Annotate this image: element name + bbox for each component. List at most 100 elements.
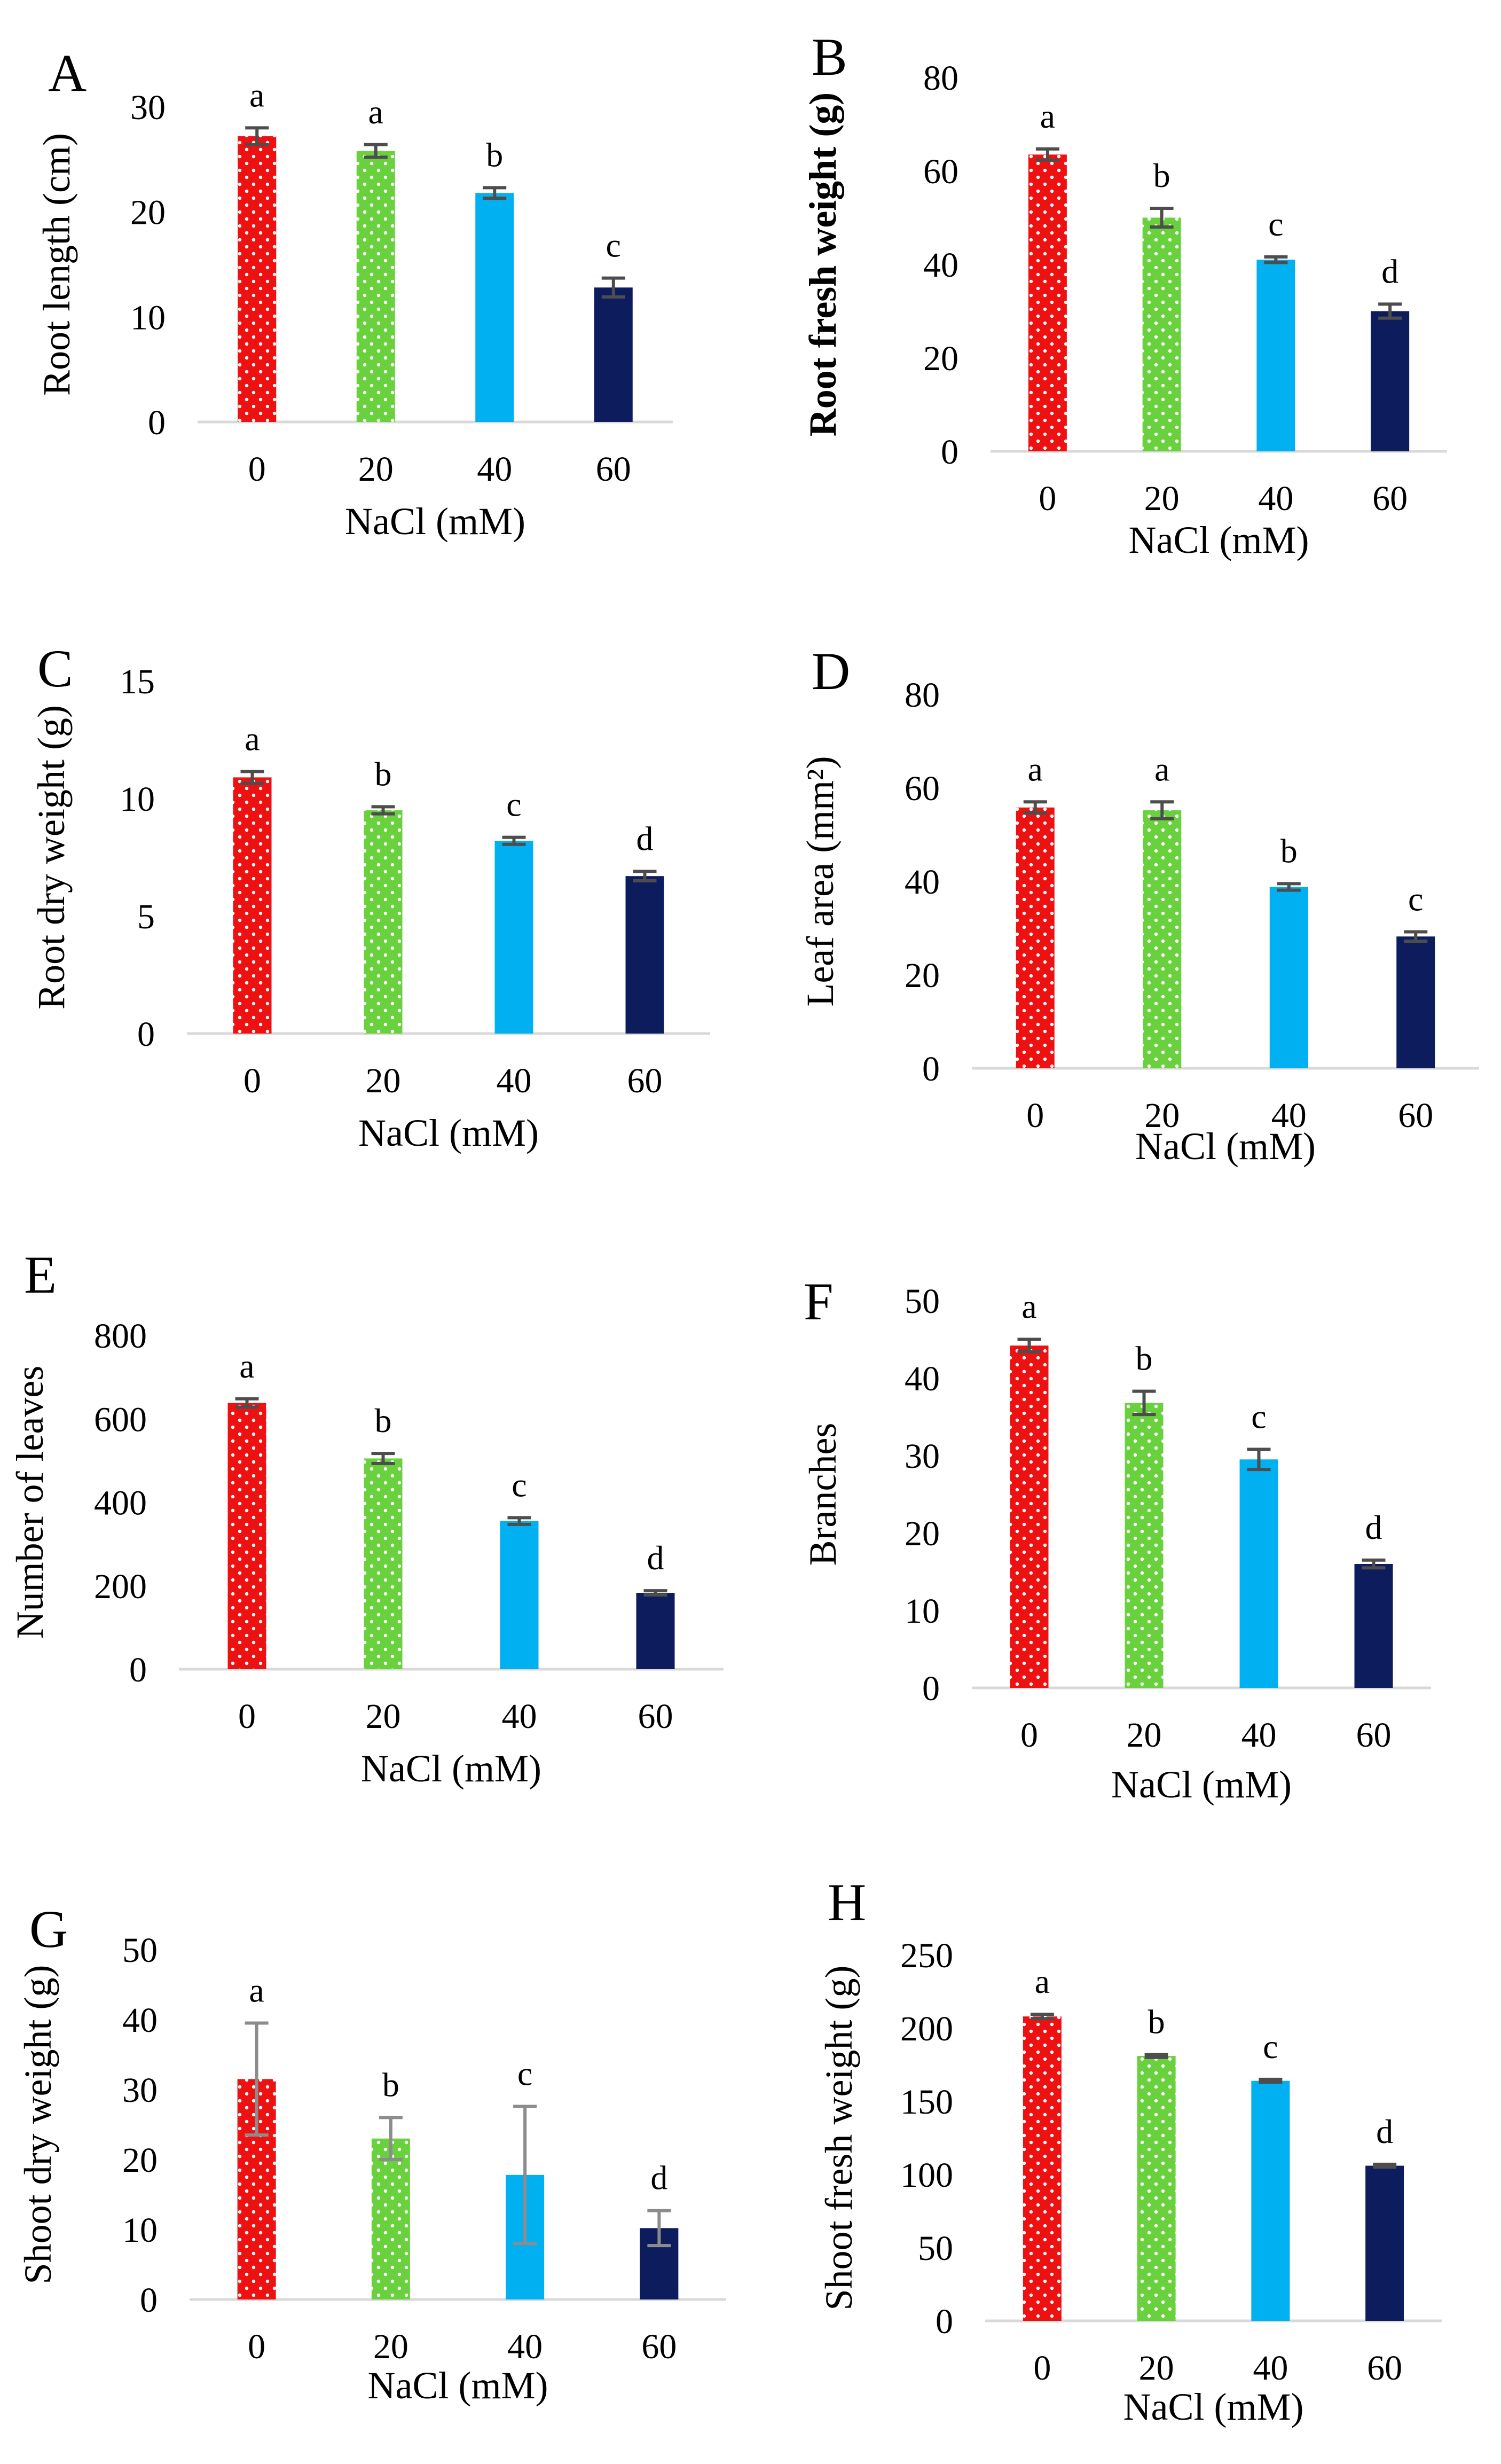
y-tick-label-g-0: 0: [140, 2281, 158, 2320]
bar-f-0: [1010, 1346, 1049, 1688]
sig-letter-f-60: d: [1365, 1508, 1382, 1546]
error-bar-e-40: [507, 1516, 531, 1526]
error-bar-b-20: [1150, 207, 1174, 229]
chart-panel-e: E 0 200 400 600 800 a 0 b 20 c 40 d 60 NaCl (mM) Number…: [9, 1245, 724, 1790]
error-bar-h-20: [1144, 2053, 1168, 2059]
bar-a-60: [594, 287, 633, 422]
error-bar-c-40: [502, 835, 526, 846]
x-tick-label-g-40: 40: [507, 2327, 543, 2366]
error-bar-b-0: [1035, 147, 1059, 162]
sig-letter-b-0: a: [1040, 97, 1055, 135]
bar-g-20: [371, 2138, 410, 2299]
error-bar-e-20: [371, 1452, 395, 1465]
bar-c-20: [364, 810, 403, 1034]
error-bar-d-60: [1404, 930, 1428, 943]
x-tick-label-b-20: 20: [1144, 479, 1180, 518]
y-tick-label-f-0: 0: [922, 1669, 940, 1708]
bar-e-40: [500, 1521, 539, 1669]
error-bar-e-60: [643, 1589, 667, 1597]
x-tick-label-g-20: 20: [373, 2327, 408, 2366]
bar-d-20: [1143, 810, 1182, 1068]
y-axis-title-g: Shoot dry weight (g): [17, 1965, 59, 2285]
y-tick-label-b-0: 0: [941, 433, 958, 472]
chart-panel-d: D 0 20 40 60 80 a 0 a 20 b 40 c 60 NaCl (mM) Leaf area …: [799, 642, 1479, 1168]
y-tick-label-b-2: 40: [923, 246, 958, 285]
chart-panel-h: H 0 50 100 150 200 250 a 0 b 20 c 40 d 60 NaCl (mM) Shoo…: [818, 1873, 1442, 2428]
sig-letter-f-20: b: [1136, 1340, 1153, 1378]
bar-c-40: [494, 841, 533, 1034]
x-tick-label-b-40: 40: [1258, 479, 1293, 518]
y-tick-label-h-1: 50: [918, 2229, 953, 2268]
bar-e-60: [636, 1593, 675, 1669]
y-tick-label-f-3: 30: [905, 1437, 940, 1476]
y-tick-label-e-4: 800: [94, 1317, 147, 1356]
y-tick-label-f-1: 10: [905, 1592, 940, 1631]
y-tick-label-b-4: 80: [923, 59, 958, 98]
sig-letter-h-40: c: [1263, 2028, 1278, 2066]
error-bar-d-20: [1150, 800, 1174, 820]
sig-letter-f-40: c: [1251, 1397, 1266, 1435]
y-tick-label-a-3: 30: [130, 88, 166, 127]
x-tick-label-c-60: 60: [627, 1061, 663, 1100]
x-axis-title-b: NaCl (mM): [1129, 519, 1309, 561]
chart-panel-f: F 0 10 20 30 40 50 a 0 b 20 c 40 d 60 NaCl (mM) Branches: [801, 1272, 1431, 1806]
x-tick-label-f-60: 60: [1356, 1716, 1392, 1755]
error-bar-b-40: [1264, 255, 1288, 264]
x-tick-label-e-40: 40: [502, 1697, 537, 1736]
error-bar-g-0: [245, 2021, 269, 2137]
x-tick-label-f-0: 0: [1020, 1716, 1038, 1755]
y-tick-label-a-1: 10: [130, 298, 166, 337]
y-tick-label-h-3: 150: [900, 2083, 953, 2122]
sig-letter-g-60: d: [650, 2159, 667, 2197]
error-bar-f-60: [1362, 1558, 1386, 1570]
x-tick-label-a-20: 20: [358, 450, 394, 489]
sig-letter-c-40: c: [506, 786, 521, 824]
y-tick-label-d-3: 60: [905, 769, 940, 808]
x-tick-label-c-20: 20: [366, 1061, 401, 1100]
error-bar-c-20: [371, 805, 395, 816]
chart-panel-c: C 0 5 10 15 a 0 b 20 c 40 d 60 NaCl (mM) Root dry weig…: [30, 639, 710, 1154]
y-tick-label-c-3: 15: [120, 662, 155, 701]
sig-letter-a-40: b: [486, 136, 503, 174]
panel-letter-h: H: [828, 1873, 866, 1932]
error-bar-d-0: [1023, 800, 1047, 815]
y-tick-label-g-3: 30: [122, 2071, 158, 2110]
sig-letter-a-0: a: [249, 76, 264, 114]
sig-letter-h-60: d: [1376, 2113, 1393, 2150]
error-bar-d-40: [1277, 882, 1301, 892]
y-axis-title-h: Shoot fresh weight (g): [818, 1966, 860, 2311]
error-bar-b-60: [1378, 302, 1402, 320]
y-tick-label-f-2: 20: [905, 1514, 940, 1553]
x-axis-title-h: NaCl (mM): [1123, 2385, 1304, 2428]
x-axis-title-a: NaCl (mM): [345, 500, 525, 543]
sig-letter-c-20: b: [375, 755, 392, 793]
bar-c-60: [625, 876, 664, 1034]
bar-b-40: [1256, 260, 1295, 451]
error-bar-f-20: [1132, 1389, 1156, 1417]
sig-letter-c-0: a: [245, 719, 260, 757]
x-tick-label-d-40: 40: [1271, 1096, 1307, 1135]
y-tick-label-d-0: 0: [922, 1050, 940, 1089]
error-bar-g-60: [647, 2209, 671, 2248]
bar-b-20: [1142, 217, 1181, 451]
sig-letter-a-20: a: [368, 93, 383, 131]
error-bar-f-0: [1017, 1337, 1041, 1354]
error-bar-a-20: [364, 143, 388, 159]
x-axis-title-e: NaCl (mM): [361, 1747, 541, 1790]
bar-e-0: [227, 1403, 266, 1669]
sig-letter-c-60: d: [636, 819, 654, 857]
y-tick-label-a-0: 0: [148, 403, 166, 442]
sig-letter-b-60: d: [1381, 252, 1398, 290]
y-tick-label-c-1: 5: [137, 897, 155, 936]
error-bar-a-60: [601, 276, 625, 299]
y-tick-label-h-5: 250: [900, 1936, 953, 1975]
sig-letter-h-0: a: [1035, 1962, 1050, 2000]
bar-h-60: [1365, 2165, 1404, 2321]
x-tick-label-e-60: 60: [638, 1697, 673, 1736]
sig-letter-d-20: a: [1154, 750, 1169, 788]
bar-b-0: [1028, 154, 1067, 451]
x-axis-title-d: NaCl (mM): [1135, 1125, 1316, 1168]
sig-letter-g-20: b: [382, 2066, 399, 2103]
y-tick-label-f-4: 40: [905, 1359, 940, 1398]
x-tick-label-h-20: 20: [1139, 2349, 1174, 2388]
